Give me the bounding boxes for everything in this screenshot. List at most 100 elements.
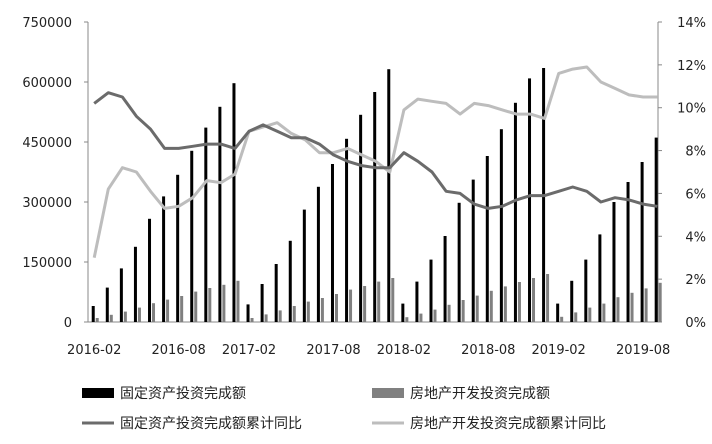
fixed-asset-bar bbox=[598, 234, 602, 322]
real-estate-bar bbox=[560, 316, 564, 322]
fixed-asset-yoy-line bbox=[93, 91, 658, 210]
line-series bbox=[92, 65, 658, 259]
fixed-asset-bar bbox=[415, 281, 419, 322]
fixed-asset-bar bbox=[105, 287, 109, 322]
fixed-asset-bar bbox=[499, 129, 503, 322]
fixed-asset-bar bbox=[401, 303, 405, 322]
fixed-asset-bar bbox=[176, 174, 180, 322]
fixed-asset-bar bbox=[288, 240, 292, 322]
real-estate-bar bbox=[222, 284, 226, 322]
real-estate-bar bbox=[405, 317, 409, 322]
left-axis-tick-label: 0 bbox=[64, 316, 72, 331]
fixed-asset-bar bbox=[302, 209, 306, 322]
real-estate-bar bbox=[447, 304, 451, 322]
x-axis-tick-label: 2018-08 bbox=[461, 343, 515, 358]
fixed-asset-bar bbox=[429, 259, 433, 322]
real-estate-bar bbox=[489, 290, 493, 322]
real-estate-bar bbox=[391, 278, 395, 322]
fixed-asset-bar bbox=[190, 150, 194, 322]
real-estate-bar bbox=[194, 291, 198, 322]
real-estate-bar bbox=[320, 298, 324, 322]
real-estate-bar bbox=[616, 297, 620, 322]
right-axis-tick-label: 14% bbox=[677, 16, 706, 31]
x-axis-tick-label: 2016-08 bbox=[152, 343, 206, 358]
left-axis-tick-label: 300000 bbox=[22, 196, 72, 211]
real-estate-bar bbox=[95, 318, 99, 322]
fixed-asset-bar bbox=[626, 182, 630, 322]
fixed-asset-bar bbox=[260, 284, 264, 322]
real-estate-bar bbox=[588, 307, 592, 322]
tick-labels: 0 150000 300000 450000 600000 750000 0% 2% 4% 6% 8… bbox=[22, 16, 706, 358]
fixed-asset-bar bbox=[443, 236, 447, 322]
real-estate-bar bbox=[532, 278, 536, 322]
real-estate-bar bbox=[152, 303, 156, 322]
real-estate-bar bbox=[503, 286, 507, 322]
real-estate-bar bbox=[180, 296, 184, 322]
real-estate-bar bbox=[363, 286, 367, 322]
real-estate-bar bbox=[574, 312, 578, 322]
right-axis-tick-label: 4% bbox=[685, 230, 706, 245]
fixed-asset-bar bbox=[528, 78, 532, 323]
fixed-asset-bar bbox=[387, 69, 391, 322]
real-estate-bar bbox=[137, 307, 141, 322]
real-estate-bar bbox=[644, 288, 648, 322]
fixed-asset-bar bbox=[345, 138, 349, 322]
fixed-asset-bar bbox=[556, 303, 560, 322]
real-estate-bar bbox=[546, 274, 550, 322]
real-estate-bar bbox=[109, 314, 113, 322]
fixed-asset-bar bbox=[330, 164, 334, 322]
right-axis-tick-label: 10% bbox=[677, 102, 706, 117]
fixed-asset-bar bbox=[133, 246, 137, 322]
legend-real-estate-bar-swatch bbox=[372, 388, 404, 398]
fixed-asset-bar bbox=[274, 264, 278, 322]
fixed-asset-bar bbox=[654, 137, 658, 322]
fixed-asset-bar bbox=[640, 162, 644, 322]
fixed-asset-bar bbox=[584, 259, 588, 322]
fixed-asset-bar bbox=[612, 202, 616, 322]
legend-fixed-asset-line-label: 固定资产投资完成额累计同比 bbox=[120, 416, 302, 432]
fixed-asset-bar bbox=[373, 92, 377, 322]
right-axis-tick-label: 8% bbox=[685, 145, 706, 160]
real-estate-bar bbox=[166, 299, 170, 322]
fixed-asset-bar bbox=[471, 179, 475, 322]
left-axis-tick-label: 150000 bbox=[22, 256, 72, 271]
fixed-asset-bar bbox=[162, 196, 166, 322]
real-estate-bar bbox=[250, 318, 254, 322]
x-axis-tick-label: 2019-02 bbox=[532, 343, 586, 358]
fixed-asset-bar bbox=[246, 304, 250, 322]
real-estate-bar bbox=[419, 313, 423, 322]
legend-fixed-asset-bar-swatch bbox=[82, 388, 114, 398]
real-estate-bar bbox=[433, 309, 437, 322]
fixed-asset-bar bbox=[316, 186, 320, 322]
right-axis-tick-label: 0% bbox=[685, 316, 706, 331]
real-estate-bar bbox=[475, 295, 479, 322]
real-estate-yoy-line bbox=[92, 65, 658, 259]
axes bbox=[84, 21, 662, 323]
fixed-asset-bar bbox=[485, 156, 489, 322]
left-axis-tick-label: 450000 bbox=[22, 136, 72, 151]
fixed-asset-bar bbox=[119, 268, 123, 322]
x-axis-tick-label: 2017-08 bbox=[306, 343, 360, 358]
fixed-asset-bar bbox=[457, 202, 461, 322]
fixed-asset-bar bbox=[232, 83, 236, 322]
x-axis-tick-label: 2016-02 bbox=[67, 343, 121, 358]
fixed-asset-bar bbox=[570, 280, 574, 322]
real-estate-bar bbox=[278, 310, 282, 322]
legend-real-estate-line-label: 房地产开发投资完成额累计同比 bbox=[410, 416, 606, 432]
x-axis-tick-label: 2018-02 bbox=[377, 343, 431, 358]
real-estate-bar bbox=[236, 280, 240, 322]
x-axis-tick-label: 2019-08 bbox=[616, 343, 670, 358]
real-estate-bar bbox=[292, 306, 296, 322]
real-estate-bar bbox=[517, 282, 521, 322]
fixed-asset-bar-series bbox=[91, 68, 658, 323]
fixed-asset-bar bbox=[218, 106, 222, 322]
real-estate-bar bbox=[658, 282, 662, 322]
right-axis-tick-label: 6% bbox=[685, 187, 706, 202]
real-estate-bar bbox=[208, 288, 212, 322]
real-estate-bar bbox=[602, 303, 606, 322]
real-estate-bar bbox=[349, 289, 353, 322]
real-estate-bar bbox=[306, 301, 310, 322]
